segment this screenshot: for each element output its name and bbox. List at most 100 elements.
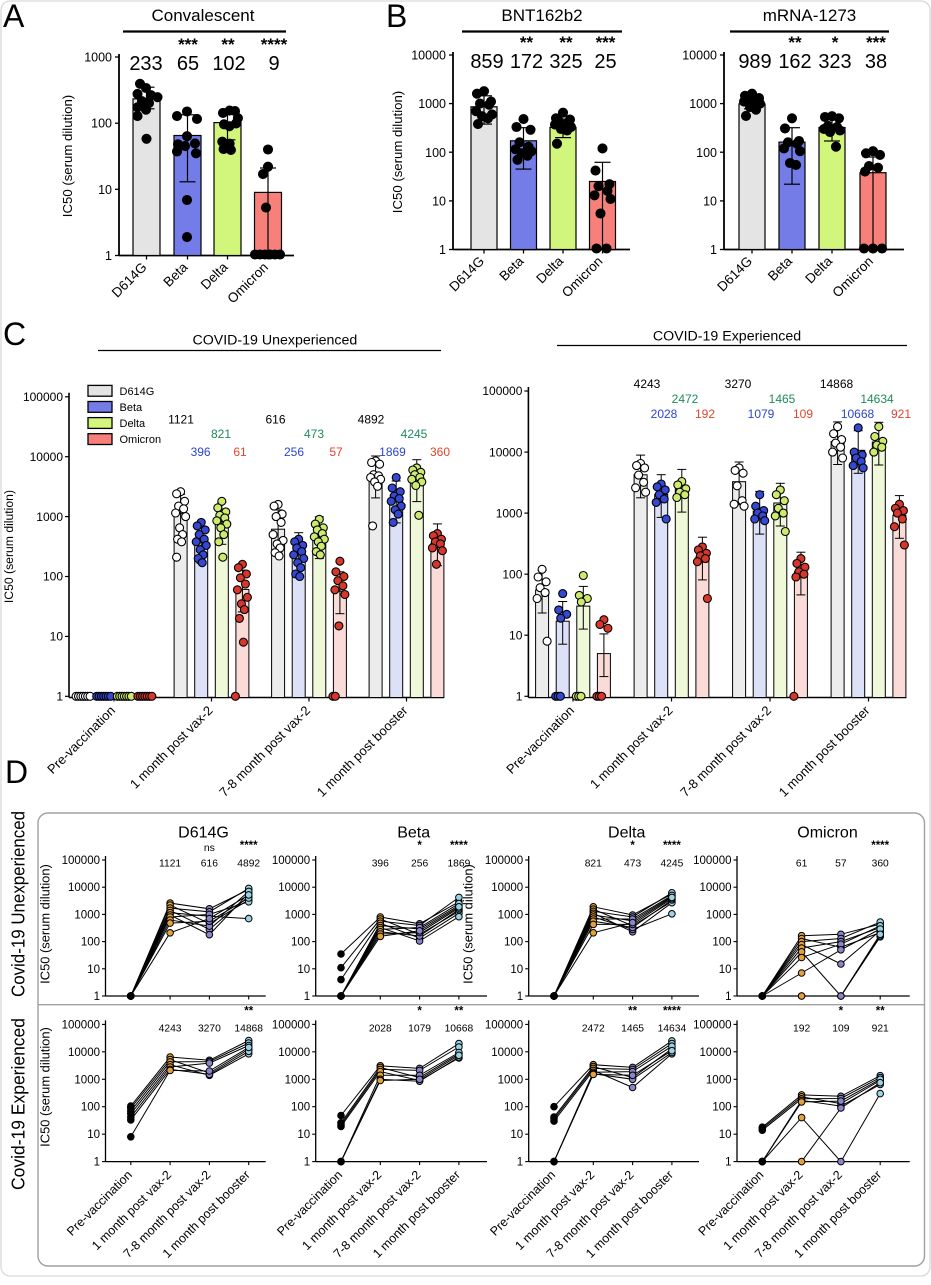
- svg-text:****: ****: [261, 35, 288, 54]
- svg-text:989: 989: [738, 51, 771, 73]
- svg-text:100: 100: [504, 1102, 523, 1114]
- svg-text:100: 100: [291, 937, 310, 949]
- svg-text:****: ****: [663, 1006, 681, 1018]
- svg-text:1000: 1000: [36, 510, 63, 524]
- svg-text:100: 100: [91, 117, 112, 131]
- svg-text:25: 25: [594, 51, 616, 73]
- svg-text:821: 821: [585, 859, 602, 870]
- svg-text:1: 1: [105, 249, 112, 263]
- svg-text:1000: 1000: [84, 51, 112, 65]
- svg-text:14868: 14868: [234, 1024, 263, 1035]
- svg-text:1000: 1000: [498, 1074, 524, 1086]
- svg-text:100000: 100000: [693, 855, 731, 867]
- svg-text:360: 360: [872, 859, 889, 870]
- svg-text:10: 10: [87, 1129, 100, 1141]
- svg-text:1: 1: [725, 991, 731, 1003]
- svg-text:10: 10: [297, 1129, 310, 1141]
- svg-text:1: 1: [517, 1157, 523, 1169]
- svg-text:473: 473: [624, 859, 641, 870]
- svg-text:IC50 (serum dilution): IC50 (serum dilution): [38, 1027, 53, 1147]
- svg-text:C: C: [3, 316, 26, 352]
- svg-text:2028: 2028: [369, 1024, 392, 1035]
- svg-text:**: **: [628, 1006, 637, 1018]
- svg-text:61: 61: [796, 859, 808, 870]
- svg-text:1: 1: [94, 991, 100, 1003]
- svg-text:325: 325: [549, 51, 582, 73]
- svg-text:1465: 1465: [621, 1024, 644, 1035]
- svg-text:162: 162: [778, 51, 811, 73]
- svg-text:100: 100: [425, 146, 446, 160]
- svg-text:14634: 14634: [860, 392, 894, 406]
- svg-text:1121: 1121: [168, 413, 194, 427]
- svg-text:192: 192: [695, 407, 715, 421]
- svg-text:*: *: [417, 840, 422, 852]
- svg-text:**: **: [221, 35, 235, 54]
- svg-text:100: 100: [696, 146, 717, 160]
- svg-text:10000: 10000: [491, 882, 523, 894]
- svg-text:1: 1: [304, 1157, 310, 1169]
- svg-text:1000: 1000: [285, 909, 311, 921]
- svg-text:**: **: [876, 1006, 885, 1018]
- svg-text:4245: 4245: [401, 427, 428, 441]
- svg-text:1: 1: [725, 1157, 731, 1169]
- svg-text:100000: 100000: [272, 855, 310, 867]
- svg-text:100000: 100000: [482, 384, 522, 398]
- svg-text:1000: 1000: [496, 506, 523, 520]
- svg-text:10000: 10000: [278, 1047, 310, 1059]
- svg-text:10000: 10000: [700, 882, 732, 894]
- svg-text:172: 172: [510, 51, 543, 73]
- svg-text:100000: 100000: [62, 1019, 100, 1031]
- svg-text:10: 10: [297, 964, 310, 976]
- svg-text:1000: 1000: [418, 97, 446, 111]
- svg-text:1000: 1000: [285, 1074, 311, 1086]
- svg-text:***: ***: [596, 33, 616, 52]
- svg-text:COVID-19 Experienced: COVID-19 Experienced: [653, 329, 801, 345]
- svg-text:Delta: Delta: [120, 418, 147, 430]
- svg-text:****: ****: [663, 840, 681, 852]
- svg-text:192: 192: [793, 1024, 810, 1035]
- svg-text:*: *: [839, 1006, 844, 1018]
- svg-text:COVID-19 Unexperienced: COVID-19 Unexperienced: [192, 332, 357, 348]
- svg-text:****: ****: [240, 840, 258, 852]
- svg-text:IC50 (serum dilution): IC50 (serum dilution): [2, 490, 16, 603]
- svg-text:100000: 100000: [485, 855, 523, 867]
- svg-text:10000: 10000: [68, 1047, 100, 1059]
- svg-text:***: ***: [178, 35, 198, 54]
- svg-text:233: 233: [129, 53, 162, 75]
- svg-text:BNT162b2: BNT162b2: [501, 6, 582, 25]
- svg-text:1: 1: [304, 991, 310, 1003]
- svg-text:38: 38: [865, 51, 887, 73]
- svg-text:10668: 10668: [841, 407, 875, 421]
- svg-text:***: ***: [866, 33, 886, 52]
- svg-text:1465: 1465: [769, 392, 796, 406]
- svg-text:10668: 10668: [445, 1024, 474, 1035]
- svg-text:1000: 1000: [689, 97, 717, 111]
- svg-text:****: ****: [871, 840, 889, 852]
- svg-text:109: 109: [832, 1024, 849, 1035]
- svg-text:**: **: [788, 33, 802, 52]
- svg-text:4243: 4243: [634, 377, 661, 391]
- svg-text:*: *: [630, 840, 635, 852]
- svg-text:Omicron: Omicron: [120, 434, 162, 446]
- svg-text:100: 100: [81, 937, 100, 949]
- svg-text:10: 10: [510, 964, 523, 976]
- svg-text:1: 1: [516, 690, 523, 704]
- svg-text:4892: 4892: [358, 413, 385, 427]
- svg-text:1: 1: [94, 1157, 100, 1169]
- svg-text:921: 921: [891, 407, 911, 421]
- svg-text:100: 100: [712, 1102, 731, 1114]
- svg-text:**: **: [520, 33, 534, 52]
- svg-text:10: 10: [719, 1129, 732, 1141]
- svg-text:256: 256: [284, 445, 304, 459]
- svg-text:1: 1: [439, 243, 446, 257]
- svg-text:Delta: Delta: [608, 825, 645, 842]
- svg-text:859: 859: [470, 51, 503, 73]
- svg-text:396: 396: [372, 859, 389, 870]
- svg-text:1869: 1869: [379, 445, 406, 459]
- svg-text:616: 616: [201, 859, 218, 870]
- svg-text:360: 360: [430, 445, 450, 459]
- svg-text:821: 821: [211, 427, 231, 441]
- svg-text:**: **: [244, 1006, 253, 1018]
- svg-text:A: A: [3, 0, 25, 34]
- svg-text:10: 10: [510, 1129, 523, 1141]
